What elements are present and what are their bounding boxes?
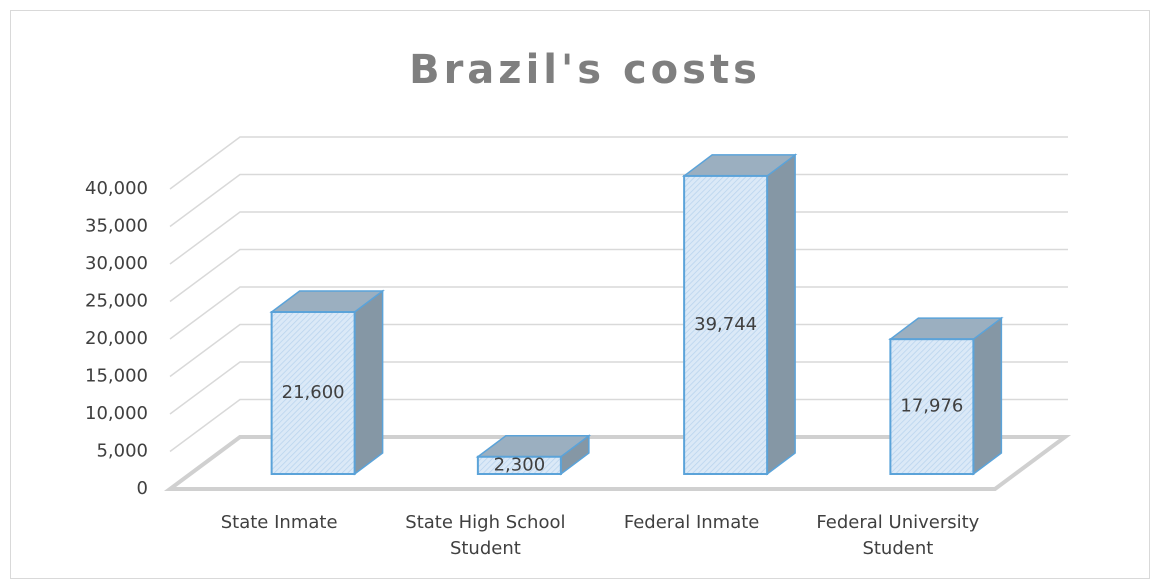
chart-border	[10, 10, 1150, 579]
y-tick-label: 25,000	[85, 291, 148, 312]
y-tick-label: 35,000	[85, 216, 148, 237]
x-tick-label: State High School Student	[405, 512, 565, 559]
y-tick-label: 30,000	[85, 253, 148, 274]
bar-side	[972, 316, 1003, 476]
bar	[476, 455, 562, 475]
grid-line	[169, 136, 1068, 190]
y-tick-label: 0	[137, 478, 148, 499]
data-label: 17,976	[900, 396, 963, 417]
bar-side	[353, 289, 384, 476]
y-tick-label: 20,000	[85, 328, 148, 349]
bar	[683, 174, 769, 475]
x-tick-label: State Inmate	[221, 512, 338, 533]
data-label: 2,300	[494, 454, 546, 475]
chart-title: Brazil's costs	[409, 47, 761, 93]
y-tick-label: 15,000	[85, 366, 148, 387]
y-tick-label: 40,000	[85, 178, 148, 199]
x-tick-label: Federal Inmate	[624, 512, 760, 533]
bar-side	[766, 153, 796, 476]
bar	[270, 311, 356, 475]
x-tick-label: Federal University Student	[816, 512, 979, 559]
data-label: 39,744	[694, 314, 757, 335]
y-tick-label: 5,000	[96, 441, 148, 462]
bar	[889, 338, 975, 475]
floor	[163, 435, 1072, 491]
y-tick-label: 10,000	[85, 403, 148, 424]
data-label: 21,600	[282, 382, 345, 403]
